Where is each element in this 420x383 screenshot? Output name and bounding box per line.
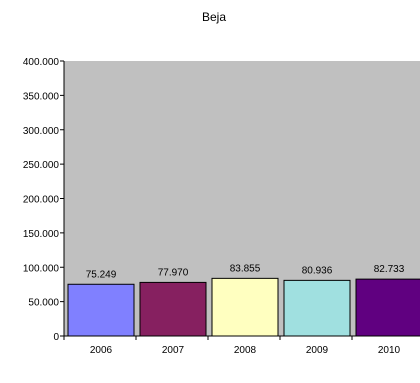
y-tick-label: 100.000 xyxy=(23,263,60,274)
data-label: 82.733 xyxy=(374,264,405,275)
chart-title: Beja xyxy=(202,10,226,24)
x-tick-label: 2009 xyxy=(306,345,329,356)
bar-2006 xyxy=(67,283,135,337)
x-tick-label: 2006 xyxy=(90,345,113,356)
x-tick-label: 2007 xyxy=(162,345,185,356)
y-tick-label: 250.000 xyxy=(23,160,60,171)
bar-2010 xyxy=(355,278,420,337)
y-tick-label: 0 xyxy=(53,332,59,343)
bar-2008 xyxy=(211,277,279,337)
y-tick-label: 50.000 xyxy=(28,298,59,309)
y-tick-label: 150.000 xyxy=(23,229,60,240)
data-label: 80.936 xyxy=(302,265,333,276)
x-tick-label: 2010 xyxy=(378,345,401,356)
bar-2009 xyxy=(283,279,351,337)
y-tick-label: 350.000 xyxy=(23,91,60,102)
x-tick-label: 2008 xyxy=(234,345,257,356)
y-tick-label: 300.000 xyxy=(23,126,60,137)
data-label: 83.855 xyxy=(230,263,261,274)
bar-2007 xyxy=(139,281,207,337)
y-tick-label: 200.000 xyxy=(23,195,60,206)
data-label: 75.249 xyxy=(86,269,117,280)
y-tick-label: 400.000 xyxy=(23,57,60,68)
data-label: 77.970 xyxy=(158,267,189,278)
